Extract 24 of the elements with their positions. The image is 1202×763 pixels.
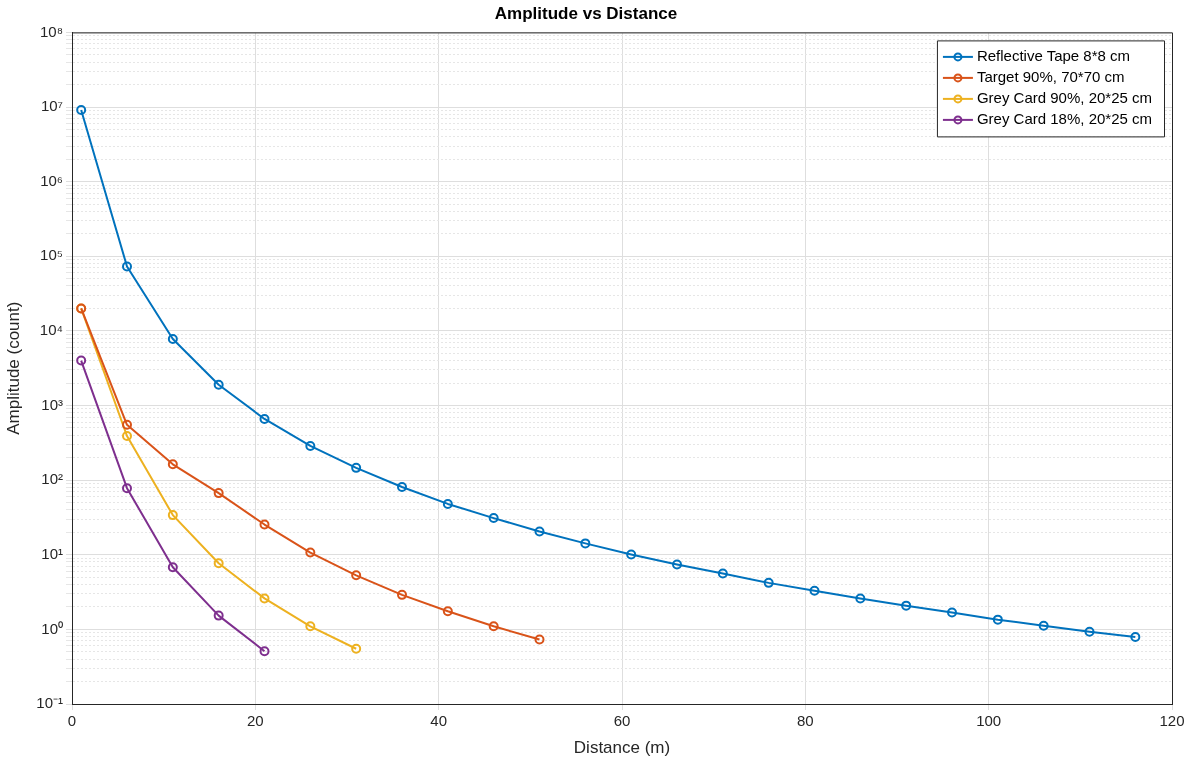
y-tick-label: 10⁰ [41,619,63,637]
legend-label: Grey Card 90%, 20*25 cm [976,89,1152,107]
x-tick-label: 120 [1159,712,1185,730]
legend-label: Reflective Tape 8*8 cm [976,47,1131,65]
chart-title: Amplitude vs Distance [494,3,678,23]
y-tick-label: 10⁷ [40,97,63,115]
x-tick-label: 40 [430,712,448,730]
y-tick-label: 10⁸ [39,22,63,40]
y-axis-title: Amplitude (count) [3,301,23,435]
y-tick-label: 10⁻¹ [36,694,63,712]
x-tick-label: 60 [613,712,631,730]
x-tick-label: 100 [976,712,1002,730]
y-tick-label: 10⁶ [40,171,63,189]
y-tick-label: 10⁴ [39,321,63,339]
x-tick-label: 80 [796,712,814,730]
x-tick-label: 20 [246,712,264,730]
legend-label: Target 90%, 70*70 cm [976,68,1125,86]
x-tick-label: 0 [67,712,77,730]
y-tick-label: 10³ [41,395,63,413]
x-axis-title: Distance (m) [573,738,671,758]
y-tick-label: 10¹ [41,544,63,562]
y-tick-label: 10⁵ [40,246,63,264]
legend-label: Grey Card 18%, 20*25 cm [976,110,1152,128]
y-tick-label: 10² [41,470,63,488]
